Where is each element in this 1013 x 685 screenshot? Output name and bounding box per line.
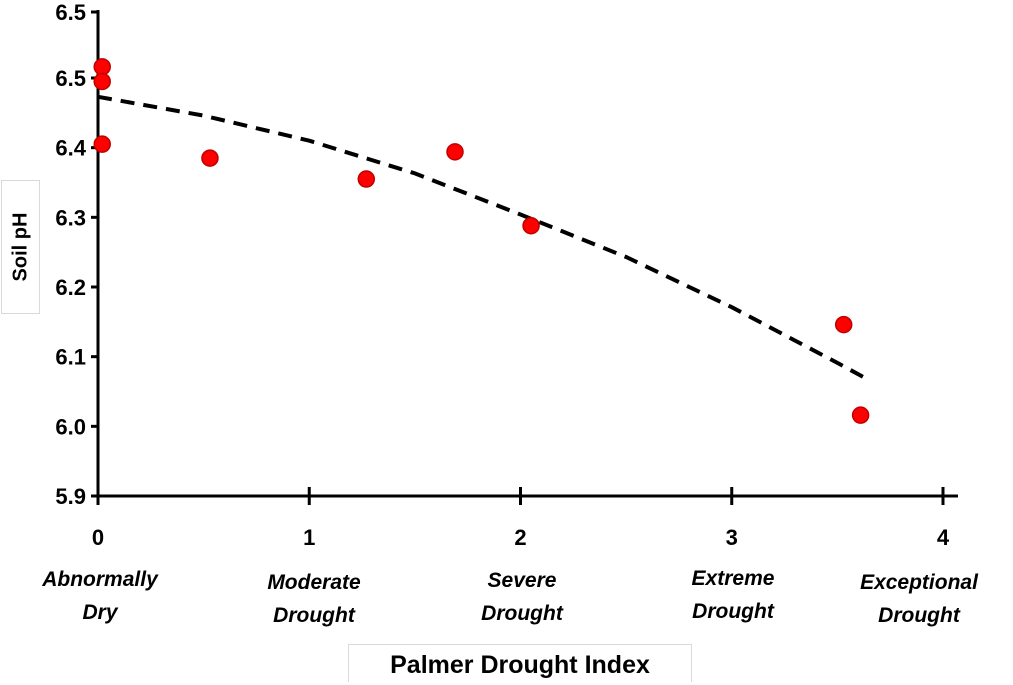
y-tick-label: 6.5 xyxy=(55,0,86,25)
data-point xyxy=(446,143,464,161)
y-tick-label: 6.2 xyxy=(55,275,86,300)
x-tick-labels: 0 1 2 3 4 xyxy=(92,525,950,550)
x-tick-label: 2 xyxy=(514,525,526,550)
trendline-group xyxy=(97,94,868,381)
data-point xyxy=(851,406,870,424)
x-tick-label: 0 xyxy=(92,525,104,550)
data-point xyxy=(201,149,219,167)
axes xyxy=(91,10,958,505)
y-axis-title: Soil pH xyxy=(9,212,31,282)
data-point xyxy=(357,170,376,188)
category-label-exceptional-drought: Exceptional Drought xyxy=(860,571,978,627)
data-point xyxy=(93,72,111,91)
data-point xyxy=(834,315,853,334)
y-tick-label: 5.9 xyxy=(55,484,86,509)
category-label-severe-drought: Severe Drought xyxy=(481,569,563,625)
y-tick-label: 6.5 xyxy=(55,66,86,91)
data-point xyxy=(93,135,111,153)
y-tick-labels: 5.9 6.0 6.1 6.2 6.3 6.4 6.5 6.5 xyxy=(55,0,86,509)
x-tick-label: 4 xyxy=(937,525,950,550)
category-label-moderate-drought: Moderate Drought xyxy=(267,571,361,627)
y-tick-label: 6.0 xyxy=(55,414,86,439)
category-label-abnormally-dry: Abnormally Dry xyxy=(42,568,158,624)
data-point xyxy=(93,58,111,76)
data-point xyxy=(522,216,540,235)
data-points-group xyxy=(93,58,870,424)
x-tick-label: 1 xyxy=(303,525,315,550)
y-tick-label: 6.4 xyxy=(55,136,86,161)
y-tick-label: 6.1 xyxy=(55,345,86,370)
category-label-extreme-drought: Extreme Drought xyxy=(691,567,775,623)
y-tick-label: 6.3 xyxy=(55,205,86,230)
y-axis-title-box: Soil pH xyxy=(1,180,40,314)
x-axis-title: Palmer Drought Index xyxy=(348,644,692,682)
x-tick-label: 3 xyxy=(726,525,738,550)
trendline xyxy=(97,94,868,381)
